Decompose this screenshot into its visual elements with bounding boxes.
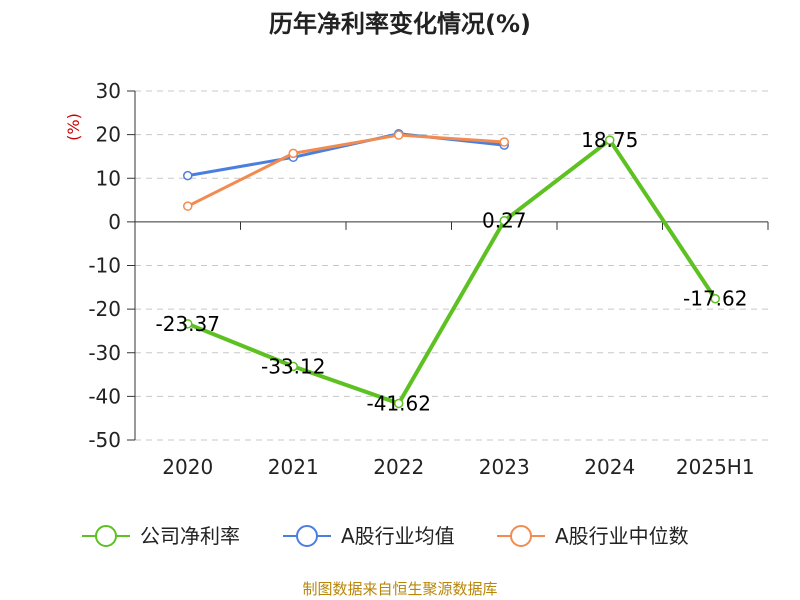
data-label: -17.62 <box>683 287 747 311</box>
data-point[interactable] <box>183 170 193 181</box>
data-point[interactable] <box>499 137 509 147</box>
data-point[interactable] <box>288 361 298 372</box>
data-point[interactable] <box>499 215 509 226</box>
x-tick-label: 2025H1 <box>676 455 755 479</box>
data-label: -23.37 <box>156 312 220 336</box>
y-tick-label: -30 <box>88 341 121 365</box>
y-axis-unit-label: (%) <box>64 113 83 141</box>
grid-lines <box>135 90 768 441</box>
axes: 30 20 10 0 -10 -20 -30 -40 -50 2020 2021 2022 2023 20… <box>88 79 769 479</box>
chart-title: 历年净利率变化情况(%) <box>269 10 531 38</box>
y-tick-label: 30 <box>96 79 121 103</box>
series-line-industry-median <box>187 133 505 208</box>
legend-item[interactable]: 公司净利率 <box>82 524 240 548</box>
y-tick-label: 20 <box>96 123 121 147</box>
data-point[interactable] <box>288 148 298 159</box>
x-tick-label: 2020 <box>162 455 213 479</box>
source-footer: 制图数据来自恒生聚源数据库 <box>302 580 497 598</box>
legend-item[interactable]: A股行业中位数 <box>497 524 689 548</box>
legend-item[interactable]: A股行业均值 <box>283 524 455 548</box>
data-label: 18.75 <box>581 128 638 152</box>
x-tick-label: 2021 <box>268 455 319 479</box>
y-tick-label: -50 <box>88 428 121 452</box>
data-point[interactable] <box>183 201 193 211</box>
series <box>183 129 720 409</box>
data-label: -41.62 <box>367 391 431 415</box>
y-tick-label: -10 <box>88 254 121 278</box>
data-label: 0.27 <box>482 209 527 233</box>
legend-label: 公司净利率 <box>140 524 240 548</box>
legend-label: A股行业均值 <box>341 524 455 548</box>
data-point[interactable] <box>605 135 615 145</box>
y-tick-label: -20 <box>88 297 121 321</box>
data-point[interactable] <box>394 398 404 409</box>
y-tick-label: 10 <box>96 166 121 190</box>
legend-label: A股行业中位数 <box>555 524 689 548</box>
data-point[interactable] <box>710 293 720 304</box>
data-labels: -23.37 -33.12 -41.62 0.27 18.75 -17.62 <box>156 128 748 415</box>
data-point[interactable] <box>394 130 404 140</box>
legend-marker <box>296 525 318 547</box>
y-tick-label: -40 <box>88 384 121 408</box>
x-tick-label: 2023 <box>479 455 530 479</box>
x-tick-label: 2024 <box>584 455 635 479</box>
legend[interactable]: 公司净利率 A股行业均值 A股行业中位数 <box>82 524 689 548</box>
data-point[interactable] <box>183 319 193 329</box>
legend-marker <box>510 525 532 547</box>
y-tick-label: 0 <box>108 210 121 234</box>
legend-marker <box>95 525 117 547</box>
series-line-company <box>187 138 717 406</box>
data-label: -33.12 <box>261 354 325 378</box>
x-tick-label: 2022 <box>373 455 424 479</box>
